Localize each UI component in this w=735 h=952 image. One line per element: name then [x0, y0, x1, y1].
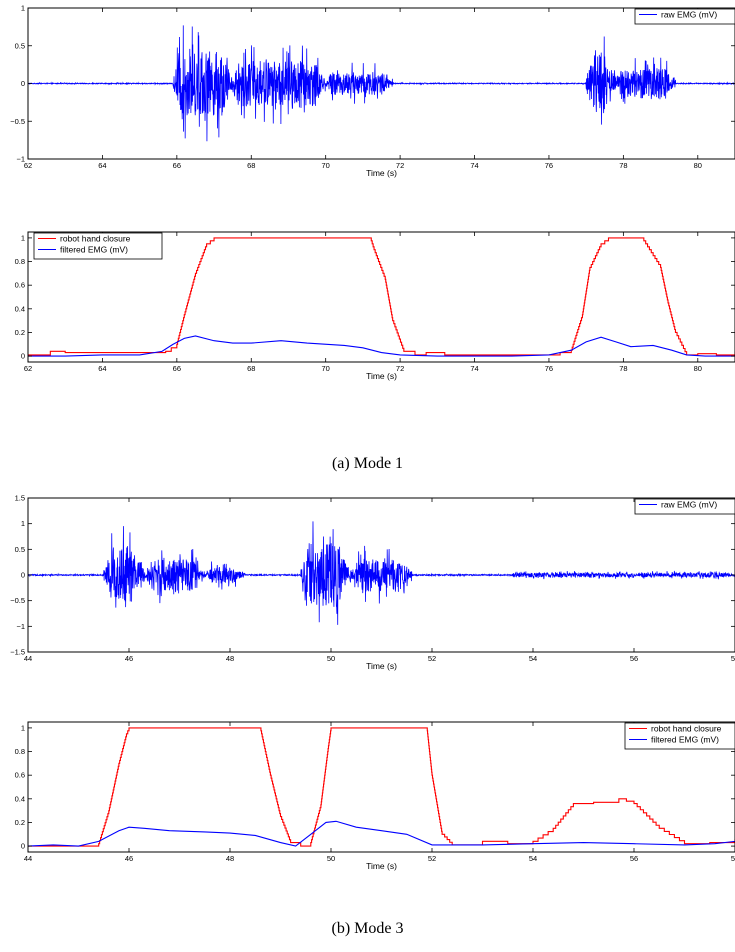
y-tick-label: 0.4 [15, 304, 25, 313]
x-tick-label: 54 [529, 654, 537, 663]
y-tick-label: 0 [21, 352, 25, 361]
x-axis-label: Time (s) [366, 661, 397, 671]
legend-entry: filtered EMG (mV) [651, 735, 719, 745]
series-line-robot-hand-closure [28, 727, 735, 847]
legend-entry: raw EMG (mV) [661, 10, 717, 20]
x-tick-label: 50 [327, 854, 335, 863]
y-tick-label: 0.6 [15, 281, 25, 290]
y-tick-label: 0.8 [15, 747, 25, 756]
x-tick-label: 70 [322, 161, 330, 170]
x-axis-label: Time (s) [366, 861, 397, 871]
legend-box [634, 8, 735, 25]
caption-mode-3: (b) Mode 3 [331, 920, 404, 937]
legend-entry: robot hand closure [60, 234, 131, 244]
x-tick-label: 62 [24, 364, 32, 373]
y-tick-label: 1 [21, 519, 25, 528]
legend-box [33, 232, 163, 260]
series-line-filtered-emg [28, 335, 735, 357]
x-tick-label: 80 [694, 161, 702, 170]
x-tick-label: 66 [173, 161, 181, 170]
x-tick-label: 54 [529, 854, 537, 863]
y-tick-label: 1.5 [15, 494, 25, 503]
series-line-filtered-emg [28, 820, 735, 847]
caption-mode-1: (a) Mode 1 [331, 455, 404, 472]
x-tick-label: 76 [545, 364, 553, 373]
y-tick-label: 0.2 [15, 328, 25, 337]
x-tick-label: 74 [470, 364, 478, 373]
x-tick-label: 56 [630, 654, 638, 663]
axes-frame [27, 231, 735, 363]
y-tick-label: 0 [21, 842, 25, 851]
y-tick-label: 0 [21, 79, 25, 88]
x-tick-label: 56 [630, 854, 638, 863]
x-tick-label: 78 [619, 364, 627, 373]
x-axis-label: Time (s) [366, 168, 397, 178]
legend-entry: robot hand closure [651, 724, 722, 734]
axes-frame [27, 721, 735, 853]
legend-entry: filtered EMG (mV) [60, 245, 128, 255]
x-tick-label: 78 [619, 161, 627, 170]
legend: raw EMG (mV) [634, 498, 735, 515]
plot-area [28, 727, 735, 847]
x-tick-label: 66 [173, 364, 181, 373]
x-tick-label: 68 [247, 161, 255, 170]
y-tick-label: 0.6 [15, 771, 25, 780]
x-tick-label: 48 [226, 854, 234, 863]
x-tick-label: 72 [396, 161, 404, 170]
y-tick-label: −0.5 [10, 596, 25, 605]
series-line-raw-emg [28, 25, 735, 142]
plot-area [28, 25, 735, 142]
y-tick-label: −0.5 [10, 117, 25, 126]
legend-entry: raw EMG (mV) [661, 500, 717, 510]
x-tick-label: 52 [428, 654, 436, 663]
x-tick-label: 5 [731, 654, 735, 663]
y-tick-label: 0.5 [15, 545, 25, 554]
legend-box [634, 498, 735, 515]
plot-area [28, 521, 735, 625]
x-tick-label: 76 [545, 161, 553, 170]
x-tick-label: 5 [731, 854, 735, 863]
x-tick-label: 80 [694, 364, 702, 373]
series-line-raw-emg [28, 521, 735, 625]
x-tick-label: 64 [98, 364, 106, 373]
x-tick-label: 44 [24, 654, 32, 663]
x-tick-label: 68 [247, 364, 255, 373]
y-tick-label: 0.8 [15, 257, 25, 266]
y-tick-label: 1 [21, 723, 25, 732]
y-tick-label: −1.5 [10, 648, 25, 657]
x-tick-label: 48 [226, 654, 234, 663]
y-tick-label: 1 [21, 233, 25, 242]
x-tick-label: 64 [98, 161, 106, 170]
x-tick-label: 46 [125, 854, 133, 863]
plot-area [28, 237, 735, 357]
x-tick-label: 46 [125, 654, 133, 663]
x-tick-label: 52 [428, 854, 436, 863]
y-tick-label: 0.4 [15, 794, 25, 803]
y-tick-label: −1 [16, 622, 25, 631]
legend: raw EMG (mV) [634, 8, 735, 25]
legend-box [624, 722, 735, 750]
y-tick-label: 0 [21, 571, 25, 580]
y-tick-label: 0.5 [15, 41, 25, 50]
y-tick-label: 0.2 [15, 818, 25, 827]
chart-mode1-closure-filtered: 62 64 66 68 70 72 74 76 78 80 0 0.2 0.4 0.6 0.8 1 Time (… [15, 231, 735, 381]
series-line-robot-hand-closure [28, 237, 735, 356]
x-axis-label: Time (s) [366, 371, 397, 381]
x-tick-label: 70 [322, 364, 330, 373]
y-tick-label: −1 [16, 155, 25, 164]
x-tick-label: 74 [470, 161, 478, 170]
x-tick-label: 44 [24, 854, 32, 863]
x-tick-label: 72 [396, 364, 404, 373]
y-tick-label: 1 [21, 4, 25, 13]
chart-mode3-raw-emg: 44 46 48 50 52 54 56 5 −1.5 −1 −0.5 0 0.5 1 1.5 Time (s… [10, 494, 735, 671]
chart-mode1-raw-emg: 62 64 66 68 70 72 74 76 78 80 −1 −0.5 0 0.5 1 Time (s) r… [10, 4, 735, 178]
x-tick-label: 62 [24, 161, 32, 170]
x-tick-label: 50 [327, 654, 335, 663]
